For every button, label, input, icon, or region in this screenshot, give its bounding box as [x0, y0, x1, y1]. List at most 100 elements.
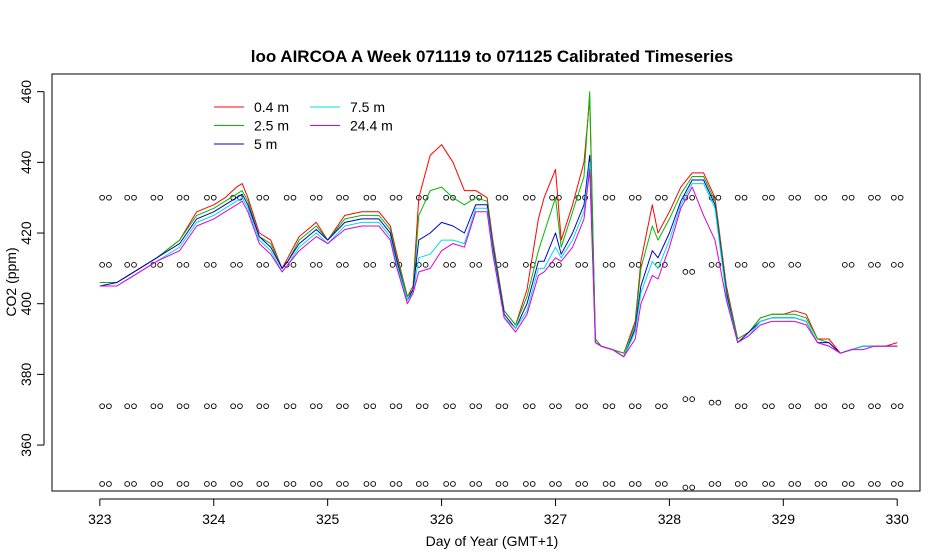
- calibration-point: [495, 403, 502, 410]
- calibration-point: [316, 481, 323, 487]
- calibration-point: [450, 261, 456, 268]
- calibration-point: [336, 194, 342, 201]
- calibration-point: [106, 194, 112, 201]
- calibration-point: [741, 403, 748, 410]
- calibration-point: [124, 481, 131, 487]
- chart-title: loo AIRCOA A Week 071119 to 071125 Calib…: [251, 47, 734, 66]
- calibration-point: [821, 194, 828, 201]
- calibration-point: [176, 481, 183, 487]
- calibration-point: [874, 481, 881, 487]
- calibration-point: [734, 261, 741, 268]
- calibration-point: [450, 194, 456, 201]
- calibration-point: [689, 484, 696, 491]
- calibration-point: [635, 403, 642, 410]
- x-tick-label: 323: [88, 511, 112, 527]
- calibration-point: [469, 261, 476, 268]
- calibration-point: [609, 403, 616, 410]
- calibration-point: [523, 481, 529, 487]
- calibration-point: [890, 261, 897, 268]
- y-tick-label: 380: [18, 362, 34, 386]
- calibration-point: [897, 403, 904, 410]
- calibration-point: [263, 481, 269, 487]
- calibration-point: [635, 481, 642, 487]
- calibration-point: [343, 261, 349, 268]
- calibration-point: [99, 403, 105, 410]
- x-tick-label: 330: [886, 511, 910, 527]
- calibration-point: [256, 481, 263, 487]
- calibration-point: [443, 481, 449, 487]
- calibration-point: [682, 396, 689, 402]
- calibration-point: [661, 194, 668, 201]
- calibration-point: [575, 481, 582, 487]
- calibration-point: [124, 261, 131, 268]
- calibration-point: [795, 481, 801, 487]
- calibration-point: [661, 261, 668, 268]
- calibration-point: [609, 481, 616, 487]
- calibration-point: [495, 194, 502, 201]
- calibration-point: [741, 481, 748, 487]
- calibration-point: [370, 261, 377, 268]
- calibration-point: [183, 403, 190, 410]
- calibration-point: [762, 194, 768, 201]
- calibration-point: [150, 403, 157, 410]
- x-tick-label: 325: [316, 511, 340, 527]
- calibration-point: [176, 403, 183, 410]
- calibration-point: [370, 403, 377, 410]
- calibration-point: [529, 403, 536, 410]
- calibration-point: [106, 403, 112, 410]
- y-tick-label: 420: [18, 221, 34, 245]
- calibration-point: [150, 481, 157, 487]
- calibration-point: [176, 261, 183, 268]
- calibration-point: [795, 194, 801, 201]
- calibration-point: [762, 481, 768, 487]
- calibration-point: [124, 403, 131, 410]
- calibration-point: [762, 261, 768, 268]
- calibration-point: [363, 481, 370, 487]
- calibration-point: [890, 403, 897, 410]
- calibration-point: [841, 481, 848, 487]
- calibration-point: [106, 481, 112, 487]
- calibration-point: [821, 403, 828, 410]
- calibration-point: [99, 261, 105, 268]
- calibration-point: [363, 194, 370, 201]
- calibration-point: [283, 481, 290, 487]
- calibration-point: [848, 403, 855, 410]
- calibration-point: [708, 481, 715, 487]
- calibration-point: [874, 261, 881, 268]
- x-tick-label: 324: [202, 511, 226, 527]
- series-line-2-5-m: [99, 91, 898, 354]
- calibration-point: [183, 481, 190, 487]
- calibration-point: [661, 481, 668, 487]
- calibration-point: [788, 261, 795, 268]
- calibration-point: [370, 194, 377, 201]
- series-line-7-5-m: [99, 161, 898, 358]
- calibration-point: [256, 261, 263, 268]
- calibration-point: [150, 194, 157, 201]
- calibration-point: [256, 194, 263, 201]
- x-tick-label: 326: [430, 511, 454, 527]
- series-line-24-4-m: [99, 168, 898, 358]
- calibration-point: [795, 261, 801, 268]
- calibration-point: [897, 194, 904, 201]
- calibration-point: [841, 261, 848, 268]
- calibration-points: [99, 194, 904, 491]
- x-tick-label: 329: [772, 511, 796, 527]
- calibration-point: [708, 399, 715, 406]
- calibration-point: [523, 194, 529, 201]
- calibration-point: [230, 261, 236, 268]
- calibration-point: [256, 403, 263, 410]
- calibration-point: [689, 396, 696, 402]
- calibration-point: [502, 403, 509, 410]
- calibration-point: [389, 261, 396, 268]
- y-tick-label: 440: [18, 150, 34, 174]
- calibration-point: [689, 269, 696, 275]
- calibration-point: [628, 481, 635, 487]
- calibration-point: [795, 403, 801, 410]
- calibration-point: [131, 194, 137, 201]
- calibration-point: [769, 194, 775, 201]
- calibration-point: [310, 403, 316, 410]
- calibration-point: [204, 194, 210, 201]
- calibration-point: [868, 194, 874, 201]
- y-axis-label: CO2 (ppm): [3, 247, 19, 316]
